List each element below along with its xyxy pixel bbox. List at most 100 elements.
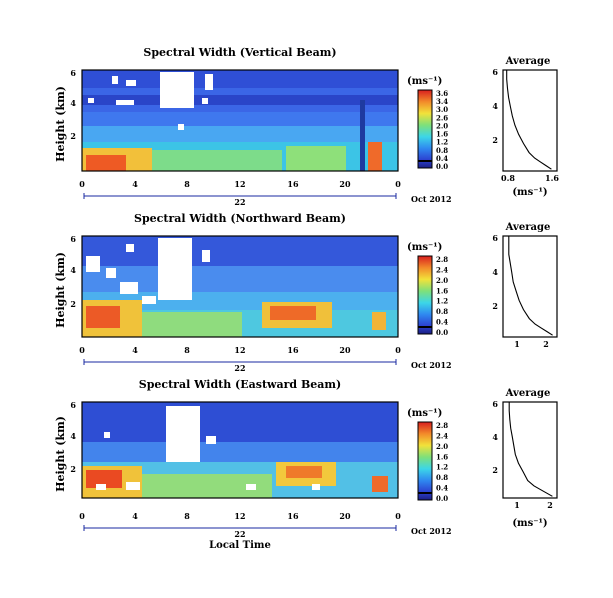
x-tick-label: 0	[79, 511, 85, 521]
avg-y-tick: 2	[492, 301, 498, 311]
heatmap-hot-core	[86, 470, 122, 488]
colorbar-tick-label: 1.2	[436, 138, 448, 147]
x-tick-label: 8	[184, 179, 190, 189]
panel-vertical-beam: Spectral Width (Vertical Beam)	[54, 46, 559, 207]
colorbar-tick-label: 2.4	[436, 265, 448, 274]
avg-y-tick: 4	[492, 101, 498, 111]
avg-x-tick: 2	[543, 339, 549, 349]
panel-eastward-beam: Spectral Width (Eastward Beam) Height (k…	[54, 378, 558, 551]
x-tick-label: 4	[132, 179, 138, 189]
missing-data	[116, 100, 134, 105]
x-tick-label: 20	[339, 179, 351, 189]
x-tick-label: 4	[132, 345, 138, 355]
colorbar-tick-label: 0.0	[436, 162, 448, 171]
avg-y-tick: 2	[492, 135, 498, 145]
colorbar-tick-label: 0.4	[436, 484, 448, 493]
colorbar-tick-label: 0.8	[436, 473, 448, 482]
average-frame	[502, 235, 558, 338]
missing-data	[106, 268, 116, 278]
avg-x-tick: 1	[514, 339, 520, 349]
heatmap-band-mid	[82, 112, 398, 126]
colorbar-tick-label: 2.8	[436, 255, 448, 264]
missing-data	[246, 484, 256, 490]
missing-data	[126, 244, 134, 252]
colorbar-tick-label: 1.2	[436, 463, 448, 472]
missing-data	[126, 80, 136, 86]
average-title: Average	[505, 388, 551, 399]
heatmap-band-green	[142, 312, 242, 337]
average-frame	[502, 69, 558, 172]
x-tick-label: 0	[395, 511, 401, 521]
colorbar-tick-label: 0.0	[436, 328, 448, 337]
colorbar-tick-label: 1.6	[436, 286, 448, 295]
colorbar-ticks: 2.82.4 2.01.6 1.20.8 0.40.0	[436, 255, 448, 337]
heatmap-hot-core	[86, 306, 120, 328]
colorbar-tick-label: 2.0	[436, 442, 448, 451]
colorbar-tick-label: 3.0	[436, 105, 448, 114]
x-tick-label: 16	[287, 179, 299, 189]
plot-frame	[81, 69, 399, 172]
colorbar-tick-label: 0.4	[436, 154, 448, 163]
average-line	[506, 70, 552, 170]
plot-frame	[81, 235, 399, 338]
colorbar-units: (ms⁻¹)	[407, 76, 442, 87]
missing-data	[86, 256, 100, 272]
x-tick-label: 20	[339, 511, 351, 521]
x-tick-label: 4	[132, 511, 138, 521]
avg-y-tick: 4	[492, 432, 498, 442]
heatmap-band-top	[82, 236, 398, 266]
heatmap-green-patch	[286, 146, 346, 171]
average-title: Average	[505, 222, 551, 233]
missing-data	[88, 98, 94, 103]
missing-data	[112, 76, 118, 84]
heatmap-band-dark	[82, 95, 398, 105]
avg-x-label: (ms⁻¹)	[512, 518, 547, 529]
average-profile: Average 6 4 2 0.8 1.6 (ms⁻¹)	[492, 56, 559, 198]
missing-data	[142, 296, 156, 304]
y-tick-label: 2	[70, 299, 76, 309]
avg-y-tick: 2	[492, 465, 498, 475]
heatmap-gap-stripe	[360, 100, 365, 171]
y-tick-label: 6	[70, 400, 76, 410]
average-profile: Average 6 4 2 1 2 (ms⁻¹)	[492, 388, 558, 529]
missing-data	[160, 72, 194, 108]
colorbar-gradient	[417, 89, 433, 169]
colorbar-floor	[418, 492, 432, 494]
day-label: 22	[234, 363, 245, 373]
date-label: Oct 2012	[411, 194, 452, 204]
day-label: 22	[234, 197, 245, 207]
missing-data	[158, 238, 192, 300]
heatmap-hot-core-2	[286, 466, 322, 478]
colorbar-floor	[418, 326, 432, 328]
panel-title: Spectral Width (Eastward Beam)	[139, 378, 341, 391]
colorbar: (ms⁻¹) 3.63.43.02.62.01.61.20.80.40.0	[407, 76, 448, 171]
colorbar-tick-label: 1.6	[436, 130, 448, 139]
colorbar-tick-label: 1.6	[436, 452, 448, 461]
y-axis-label: Height (km)	[54, 416, 67, 492]
colorbar-tick-label: 0.4	[436, 318, 448, 327]
colorbar-tick-label: 0.8	[436, 146, 448, 155]
heatmap	[81, 401, 399, 499]
colorbar-tick-label: 3.6	[436, 89, 448, 98]
colorbar-ticks: 3.63.43.02.62.01.61.20.80.40.0	[436, 89, 448, 171]
x-tick-label: 12	[234, 179, 245, 189]
avg-y-tick: 6	[492, 399, 498, 409]
heatmap-hot-core-2	[270, 306, 316, 320]
colorbar-units: (ms⁻¹)	[407, 242, 442, 253]
colorbar-gradient	[417, 255, 433, 335]
avg-x-tick: 1.6	[545, 173, 559, 183]
missing-data	[202, 98, 208, 104]
date-label: Oct 2012	[411, 526, 452, 536]
x-tick-label: 16	[287, 345, 299, 355]
colorbar: (ms⁻¹) 2.82.4 2.01.6 1.20.8 0.40.0	[407, 408, 448, 503]
colorbar-tick-label: 2.4	[436, 431, 448, 440]
y-axis-label: Height (km)	[54, 252, 67, 328]
missing-data	[96, 484, 106, 490]
colorbar-tick-label: 0.0	[436, 494, 448, 503]
heatmap-band-mid	[82, 442, 398, 462]
avg-x-label: (ms⁻¹)	[512, 187, 547, 198]
avg-y-tick: 6	[492, 233, 498, 243]
panel-title: Spectral Width (Vertical Beam)	[143, 46, 336, 59]
missing-data	[120, 282, 138, 294]
